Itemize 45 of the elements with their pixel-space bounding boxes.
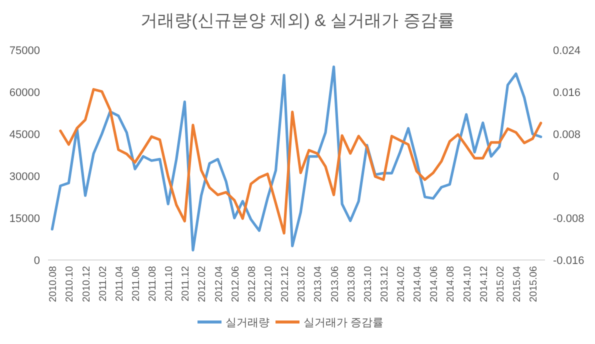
y-tick-label: 15000 xyxy=(9,213,40,225)
x-tick-label: 2010.08 xyxy=(48,266,60,302)
x-tick-label: 2012.06 xyxy=(230,266,242,302)
x-tick-label: 2011.04 xyxy=(114,266,126,302)
x-tick-label: 2011.12 xyxy=(180,266,192,302)
y2-tick-label: -0.016 xyxy=(553,255,584,267)
x-tick-label: 2012.12 xyxy=(280,266,292,302)
x-tick-label: 2014.04 xyxy=(412,266,424,302)
x-tick-label: 2013.04 xyxy=(313,266,324,302)
x-tick-label: 2012.10 xyxy=(264,266,275,302)
y-tick-label: 75000 xyxy=(9,45,40,57)
x-tick-label: 2012.02 xyxy=(197,266,208,302)
y2-tick-label: 0.016 xyxy=(553,87,581,99)
chart-title: 거래량(신규분양 제외) & 실거래가 증감률 xyxy=(140,11,454,30)
x-tick-label: 2013.02 xyxy=(296,266,308,302)
legend-label: 실거래가 증감률 xyxy=(304,317,384,329)
x-tick-label: 2014.02 xyxy=(396,266,408,302)
x-tick-label: 2013.10 xyxy=(362,266,374,302)
x-tick-label: 2010.12 xyxy=(81,266,92,302)
x-tick-label: 2013.06 xyxy=(330,266,341,302)
y-tick-label: 30000 xyxy=(9,171,40,183)
x-tick-label: 2012.04 xyxy=(214,266,225,302)
x-tick-label: 2014.10 xyxy=(462,266,474,302)
y2-tick-label: 0 xyxy=(553,171,560,183)
x-tick-label: 2013.08 xyxy=(346,266,358,302)
x-tick-label: 2015.06 xyxy=(528,266,540,302)
x-tick-label: 2014.06 xyxy=(429,266,440,302)
x-tick-label: 2011.02 xyxy=(98,266,109,302)
x-tick-label: 2015.02 xyxy=(495,266,506,302)
y-tick-label: 0 xyxy=(34,255,40,267)
x-tick-label: 2011.10 xyxy=(164,266,176,302)
x-tick-label: 2014.12 xyxy=(478,266,490,302)
y2-tick-label: 0.008 xyxy=(553,129,581,141)
x-tick-label: 2011.08 xyxy=(148,266,159,302)
x-tick-label: 2014.08 xyxy=(446,266,457,302)
x-tick-label: 2011.06 xyxy=(130,266,142,302)
y-tick-label: 60000 xyxy=(9,87,40,99)
y-tick-label: 45000 xyxy=(9,129,40,141)
y2-tick-label: -0.008 xyxy=(553,213,584,225)
x-tick-label: 2015.04 xyxy=(512,266,524,302)
x-tick-label: 2012.08 xyxy=(246,266,258,302)
x-tick-label: 2010.10 xyxy=(64,266,76,302)
x-tick-label: 2013.12 xyxy=(379,266,390,302)
y2-tick-label: 0.024 xyxy=(553,45,581,57)
legend-label: 실거래량 xyxy=(226,317,270,329)
